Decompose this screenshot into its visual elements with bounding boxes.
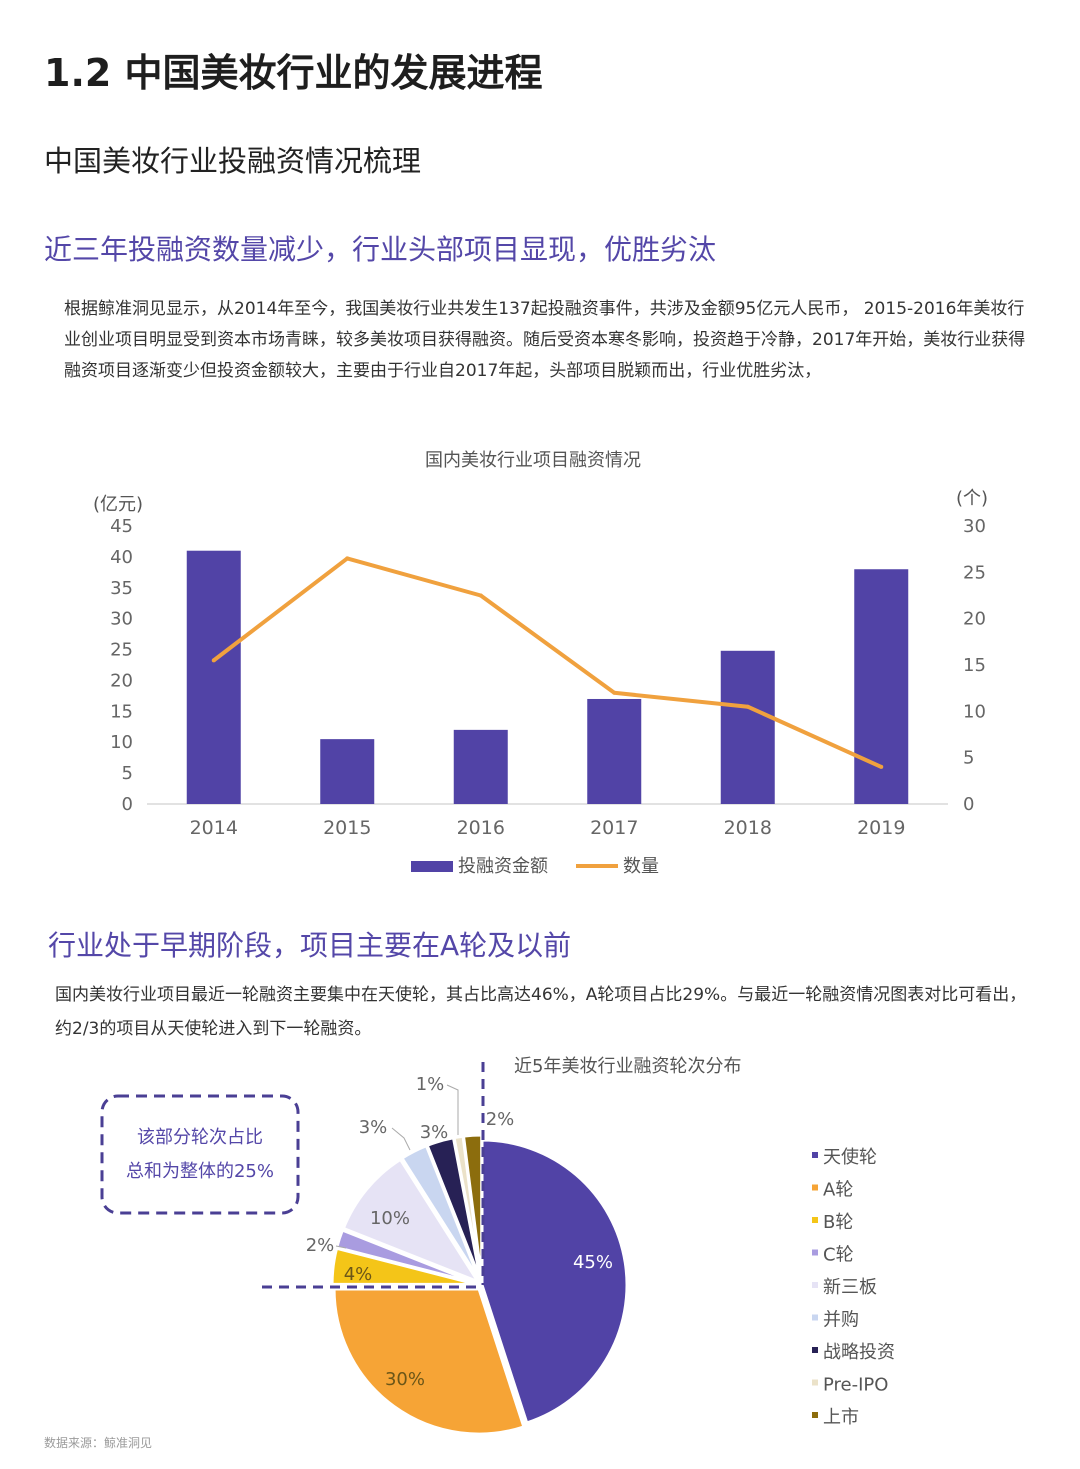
count-point-2018 (745, 704, 750, 709)
data-source-note: 数据来源：鲸准洞见 (44, 1436, 153, 1450)
legend-swatch-天使轮 (812, 1152, 818, 1158)
bar-2015 (320, 739, 375, 804)
paragraph-investment-trend: 根据鲸准洞见显示，从2014年至今，我国美妆行业共发生137起投融资事件，共涉及… (64, 299, 1026, 381)
x-tick-label: 2016 (457, 817, 505, 839)
x-tick-label: 2019 (857, 817, 905, 839)
x-tick-label: 2018 (724, 817, 772, 839)
chart2-title: 近5年美妆行业融资轮次分布 (514, 1056, 742, 1077)
legend-label-amount: 投融资金额 (458, 856, 548, 877)
leader-line (446, 1084, 459, 1135)
legend-swatch-并购 (812, 1314, 818, 1321)
count-point-2017 (612, 690, 617, 695)
y-left-tick-label: 15 (110, 701, 133, 722)
pie-slice-C轮 (334, 1228, 478, 1285)
y-left-tick-label: 20 (110, 670, 133, 691)
callout-line2: 总和为整体的25% (126, 1161, 274, 1182)
section-title: 1.2 中国美妆行业的发展进程 (44, 51, 543, 95)
legend-swatch-Pre-IPO (812, 1379, 818, 1386)
legend-swatch-上市 (812, 1412, 818, 1418)
count-point-2015 (345, 556, 350, 561)
pie-label-新三板: 10% (370, 1208, 410, 1229)
callout-line1: 该部分轮次占比 (137, 1127, 263, 1148)
legend-swatch-新三板 (812, 1282, 818, 1288)
pie-slice-新三板 (341, 1157, 482, 1285)
y-right-tick-label: 25 (963, 562, 986, 583)
x-tick-label: 2015 (323, 817, 371, 839)
legend-label-战略投资: 战略投资 (823, 1342, 895, 1363)
y-left-tick-label: 35 (110, 578, 133, 599)
callout-box (100, 1094, 300, 1215)
legend-swatch-C轮 (812, 1249, 818, 1256)
chart1-title: 国内美妆行业项目融资情况 (425, 450, 641, 471)
y-left-tick-label: 40 (110, 547, 133, 568)
pie-slice-A轮 (332, 1287, 526, 1436)
y-right-tick-label: 30 (963, 516, 986, 537)
legend-label-Pre-IPO: Pre-IPO (823, 1375, 888, 1396)
pie-label-战略投资: 3% (420, 1122, 449, 1143)
heading-investment-trend: 近三年投融资数量减少，行业头部项目显现，优胜劣汰 (44, 233, 717, 266)
leader-line (391, 1127, 411, 1151)
bar-2017 (587, 698, 642, 804)
pie-label-上市: 2% (486, 1109, 515, 1130)
financing-combo-chart: (亿元) (个) 0 5 10 15 20 25 30 35 40 45 0 5 10 15 20 25 30 201… (93, 488, 988, 877)
legend-swatch-B轮 (812, 1217, 818, 1223)
legend-swatch-A轮 (812, 1184, 818, 1191)
legend-label-新三板: 新三板 (823, 1277, 877, 1298)
count-point-2019 (879, 764, 884, 769)
y-left-tick-label: 0 (122, 794, 133, 815)
y-left-tick-label: 45 (110, 516, 133, 537)
heading-early-stage: 行业处于早期阶段，项目主要在A轮及以前 (48, 929, 572, 962)
y-right-tick-label: 20 (963, 609, 986, 630)
y-left-tick-label: 5 (122, 763, 133, 784)
count-point-2014 (211, 658, 216, 663)
y-right-tick-label: 5 (963, 748, 974, 769)
page-subtitle: 中国美妆行业投融资情况梳理 (44, 144, 422, 178)
bar-2014 (186, 550, 241, 804)
pie-label-天使轮: 45% (573, 1252, 613, 1273)
legend-swatch-战略投资 (812, 1347, 818, 1353)
pie-slice-天使轮 (480, 1138, 629, 1425)
count-line (212, 556, 883, 769)
legend-swatch-amount (411, 861, 453, 872)
y-left-tick-label: 10 (110, 732, 133, 753)
count-point-2016 (478, 593, 483, 598)
paragraph-early-stage: 国内美妆行业项目最近一轮融资主要集中在天使轮，其占比高达46%，A轮项目占比29… (55, 985, 1027, 1039)
legend-label-count: 数量 (623, 856, 659, 877)
leader-line (335, 1245, 347, 1249)
legend-label-上市: 上市 (823, 1407, 859, 1428)
bar-2016 (453, 729, 508, 804)
pie-label-A轮: 30% (385, 1369, 425, 1390)
y-left-tick-label: 25 (110, 640, 133, 661)
legend-label-C轮: C轮 (823, 1245, 854, 1266)
y-right-tick-label: 15 (963, 655, 986, 676)
pie-label-B轮: 4% (344, 1264, 373, 1285)
legend-label-A轮: A轮 (823, 1180, 853, 1201)
pie-label-C轮: 2% (306, 1235, 335, 1256)
y-left-axis-label: (亿元) (93, 494, 143, 515)
pie-label-并购: 3% (359, 1117, 388, 1138)
legend-label-B轮: B轮 (823, 1212, 853, 1233)
y-left-tick-label: 30 (110, 609, 133, 630)
pie-label-Pre-IPO: 1% (416, 1074, 445, 1095)
bar-2018 (720, 650, 775, 804)
x-tick-label: 2014 (190, 817, 238, 839)
y-right-tick-label: 0 (963, 794, 974, 815)
y-right-tick-label: 10 (963, 701, 986, 722)
legend-label-并购: 并购 (823, 1310, 859, 1331)
y-right-axis-label: (个) (956, 488, 988, 509)
x-tick-label: 2017 (590, 817, 638, 839)
legend-label-天使轮: 天使轮 (823, 1147, 877, 1168)
